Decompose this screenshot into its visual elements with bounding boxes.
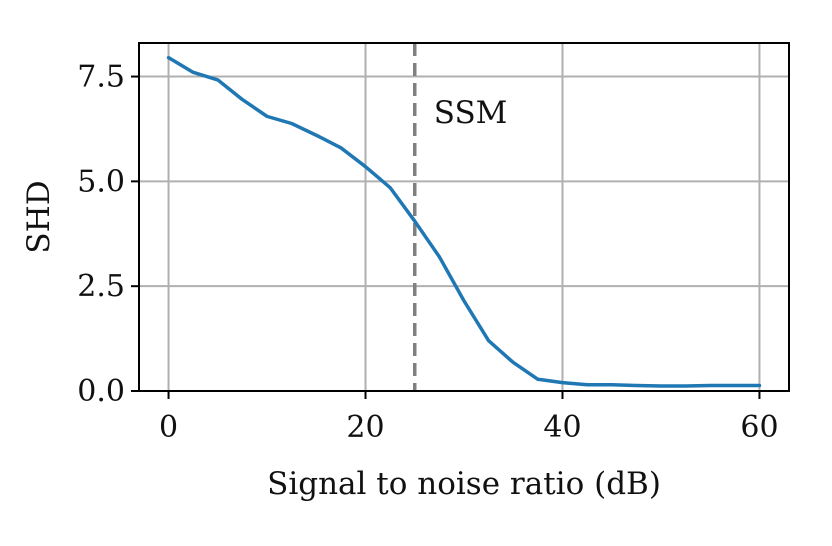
series-group (166, 55, 762, 388)
x-tick-label: 60 (740, 410, 778, 445)
x-axis-label: Signal to noise ratio (dB) (267, 466, 661, 502)
series-line (166, 55, 762, 388)
x-tick-label: 0 (159, 410, 178, 445)
x-tick-label: 40 (543, 410, 581, 445)
y-axis-label: SHD (21, 180, 57, 253)
plot-frame (138, 42, 790, 392)
y-tick-label: 7.5 (77, 60, 125, 95)
ssm-annotation-label: SSM (434, 95, 508, 131)
y-tick-label: 5.0 (77, 164, 125, 199)
y-tick-label: 0.0 (77, 374, 125, 409)
x-tick-label: 20 (346, 410, 384, 445)
y-axis-ticks: 0.0 2.5 5.0 7.5 (77, 60, 139, 409)
x-axis-ticks: 0 20 40 60 (159, 391, 779, 445)
y-tick-label: 2.5 (77, 269, 125, 304)
